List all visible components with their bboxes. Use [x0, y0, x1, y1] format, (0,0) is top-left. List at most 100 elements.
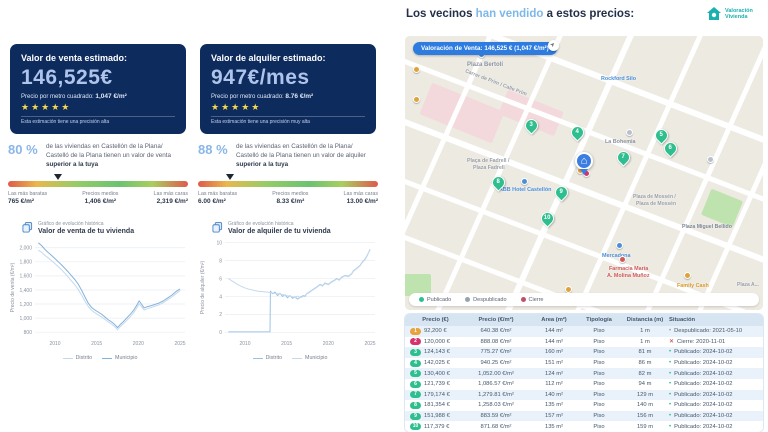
rent-card-value: 947€/mes: [211, 66, 310, 89]
cell-precio: 3 124,143 €: [405, 348, 461, 356]
table-row[interactable]: 8 181,354 € 1,258.03 €/m² 135 m² Piso 140 m • P…: [405, 400, 763, 411]
cell-precio-m2: 1,258.03 €/m²: [478, 402, 514, 409]
sale-card-title: Valor de venta estimado:: [21, 53, 128, 63]
cell-situacion: • Publicado: 2024-10-02: [669, 349, 733, 356]
map-legend-item-despublicado: Despublicado: [465, 297, 507, 303]
house-logo-icon: [707, 7, 721, 20]
sale-chart-legend: Distrito Municipio: [8, 355, 192, 361]
cell-precio: 1 92,200 €: [405, 327, 461, 335]
svg-text:10: 10: [216, 240, 222, 246]
cell-area: 151 m²: [544, 360, 564, 367]
subject-property-marker[interactable]: ⌂: [575, 152, 593, 170]
map-place-label: Plaza de Mossén /: [633, 194, 676, 200]
cell-precio-m2: 775.27 €/m²: [480, 349, 512, 356]
cell-precio-m2: 871.68 €/m²: [480, 423, 512, 430]
table-row[interactable]: 9 151,988 € 883.59 €/m² 157 m² Piso 156 m • Pub…: [405, 410, 763, 422]
cell-distancia: 159 m: [636, 423, 654, 430]
cell-distancia: 156 m: [636, 413, 654, 420]
sale-card-note: Esta estimación tiene una precisión alta: [21, 116, 175, 125]
cell-precio-m2: 940.25 €/m²: [480, 360, 512, 367]
svg-text:2015: 2015: [91, 341, 102, 347]
sale-card-value: 146,525€: [21, 66, 113, 89]
table-header-cell: Tipología: [586, 317, 612, 323]
svg-text:0: 0: [219, 330, 222, 336]
map-poi-icon: [521, 178, 528, 185]
svg-text:800: 800: [24, 330, 33, 336]
rent-range-low: Las más baratas 6.00 €/m²: [198, 191, 238, 206]
legend-item: Distrito: [62, 355, 92, 361]
svg-text:1,000: 1,000: [19, 316, 32, 322]
table-row[interactable]: 1 92,200 € 640.38 €/m² 144 m² Piso 1 m • Despub…: [405, 326, 763, 337]
svg-text:Precio de venta (€/m²): Precio de venta (€/m²): [10, 262, 16, 312]
map-poi-icon: [616, 242, 623, 249]
cell-situacion: ✕ Cierre: 2020-11-01: [669, 338, 726, 345]
cell-area: 144 m²: [544, 328, 564, 335]
cell-tipologia: Piso: [593, 349, 605, 356]
map-place-label: Farmacia María: [609, 266, 649, 272]
cell-situacion: • Publicado: 2024-10-02: [669, 381, 733, 388]
map-place-label: Rockford Silo: [601, 76, 637, 82]
table-row[interactable]: 4 142,025 € 940.25 €/m² 151 m² Piso 86 m • Publ…: [405, 357, 763, 369]
map-poi-icon: [684, 272, 691, 279]
svg-text:2020: 2020: [133, 341, 144, 347]
map-poi-icon: [565, 286, 572, 293]
rent-chart-legend: Distrito Municipio: [198, 355, 382, 361]
table-row[interactable]: 3 124,143 € 775.27 €/m² 160 m² Piso 81 m • Publ…: [405, 347, 763, 358]
map-compass-control[interactable]: ➤: [548, 40, 559, 51]
cell-situacion: • Publicado: 2024-10-02: [669, 370, 733, 377]
map-poi-icon: [413, 66, 420, 73]
chart-canvas: 800 1,000 1,200 1,400 1,600 1,800 2,000 2010 201…: [10, 242, 186, 347]
sale-price-range-bar: [8, 181, 188, 188]
table-row[interactable]: 2 120,000 € 888.08 €/m² 144 m² Piso 1 m ✕ Cierr…: [405, 336, 763, 348]
cell-area: 112 m²: [545, 381, 563, 388]
sale-range-mid: Precios medios 1,406 €/m²: [82, 191, 119, 206]
svg-text:2025: 2025: [174, 341, 185, 347]
rent-price-range-bar: [198, 181, 378, 188]
map-place-label: Family Cash: [677, 283, 709, 289]
table-row[interactable]: 7 179,174 € 1,279.81 €/m² 140 m² Piso 129 m • P…: [405, 389, 763, 401]
cell-tipologia: Piso: [593, 338, 605, 345]
map-place-label: Plaza Fadrell: [473, 165, 505, 171]
svg-text:Precio de alquiler (€/m²): Precio de alquiler (€/m²): [200, 260, 206, 314]
table-header-cell: Precio (€): [422, 317, 449, 323]
cell-precio-m2: 640.38 €/m²: [480, 328, 512, 335]
row-number-badge: 7: [410, 391, 421, 399]
rent-card-title: Valor de alquiler estimado:: [211, 53, 326, 63]
cell-tipologia: Piso: [593, 370, 605, 377]
table-row[interactable]: 10 117,379 € 871.68 €/m² 135 m² Piso 159 m • Pu…: [405, 421, 763, 432]
cell-situacion: • Despublicado: 2021-05-10: [669, 328, 743, 335]
svg-text:1,600: 1,600: [19, 274, 32, 280]
cell-tipologia: Piso: [593, 381, 605, 388]
cell-distancia: 81 m: [638, 349, 652, 356]
cell-distancia: 1 m: [640, 338, 650, 345]
cell-precio-m2: 1,052.00 €/m²: [478, 370, 514, 377]
cell-precio: 9 151,988 €: [405, 412, 461, 420]
neighbors-map[interactable]: Plaza Bertolí Carrer de Prim / Calle Prim…: [405, 36, 763, 310]
chart-canvas: 0 2 4 6 8 10 2010 2015 2020 2025 Precio de alquile…: [200, 240, 376, 347]
map-place-label: Plaza Miguel Bellido: [682, 224, 732, 230]
rent-percent: 88 %: [198, 142, 228, 157]
legend-item: Distrito: [252, 355, 282, 361]
legend-item: Municipio: [292, 355, 327, 361]
table-row[interactable]: 5 130,400 € 1,052.00 €/m² 124 m² Piso 82 m • Pu…: [405, 368, 763, 379]
sale-history-chart-section: Gráfico de evolución histórica Valor de …: [8, 221, 192, 361]
cell-tipologia: Piso: [593, 413, 605, 420]
svg-text:2025: 2025: [364, 341, 375, 347]
rent-range-marker: [226, 174, 235, 181]
table-row[interactable]: 6 121,739 € 1,086.57 €/m² 112 m² Piso 94 m • Pu…: [405, 378, 763, 390]
cell-precio-m2: 883.59 €/m²: [480, 413, 512, 420]
map-poi-icon: [619, 256, 626, 263]
svg-text:1,200: 1,200: [19, 302, 32, 308]
rent-card-sqm: Precio por metro cuadrado: 8.76 €/m²: [211, 93, 314, 100]
rent-range-mid: Precios medios 8.33 €/m²: [272, 191, 309, 206]
cell-area: 144 m²: [544, 338, 564, 345]
cell-tipologia: Piso: [593, 391, 605, 398]
chart-docs-icon: [212, 222, 223, 233]
cell-precio: 8 181,354 €: [405, 401, 461, 409]
rent-percentile-section: 88 % de las viviendas en Castellón de la…: [198, 142, 378, 205]
rent-estimate-card: Valor de alquiler estimado: 947€/mes Pre…: [200, 44, 376, 134]
cell-precio: 4 142,025 €: [405, 359, 461, 367]
cell-area: 135 m²: [544, 402, 564, 409]
cell-area: 157 m²: [544, 413, 564, 420]
svg-text:2: 2: [219, 312, 222, 318]
